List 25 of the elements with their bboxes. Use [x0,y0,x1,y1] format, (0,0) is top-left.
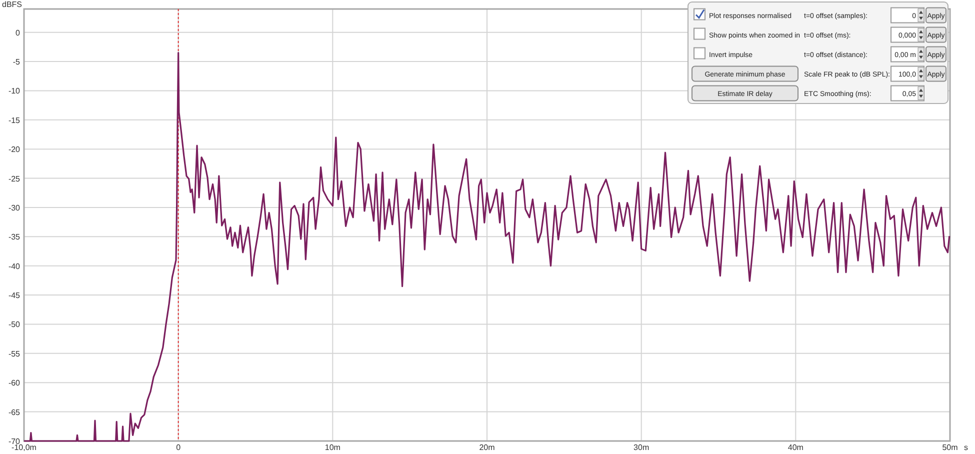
y-tick-label: -5 [12,58,21,67]
x-tick-label: 10m [324,443,341,452]
y-tick-label: 0 [16,28,21,38]
x-tick-label: 40m [788,443,804,452]
y-tick-label: -15 [8,116,21,125]
x-tick-label: 20m [479,443,496,452]
y-tick-label: -40 [8,262,21,271]
x-tick-label: 0 [176,443,182,452]
y-tick-label: -20 [8,145,21,154]
y-tick-label: -50 [8,320,21,330]
y-tick-label: -65 [8,408,21,417]
y-tick-label: -35 [8,232,21,242]
y-axis-title: dBFS [2,0,22,9]
y-tick-label: -70 [8,437,21,446]
x-axis-title: s [964,443,968,452]
y-tick-label: -60 [8,378,21,388]
y-tick-label: -10 [8,86,21,96]
y-tick-label: -30 [8,203,21,212]
y-tick-label: -45 [8,291,21,300]
line-series [23,52,950,442]
x-tick-label: -10,0m [12,443,37,452]
x-tick-label: 50m [942,443,958,452]
y-tick-label: -55 [8,349,21,358]
y-tick-label: -25 [8,174,21,184]
x-tick-label: 30m [634,443,650,452]
